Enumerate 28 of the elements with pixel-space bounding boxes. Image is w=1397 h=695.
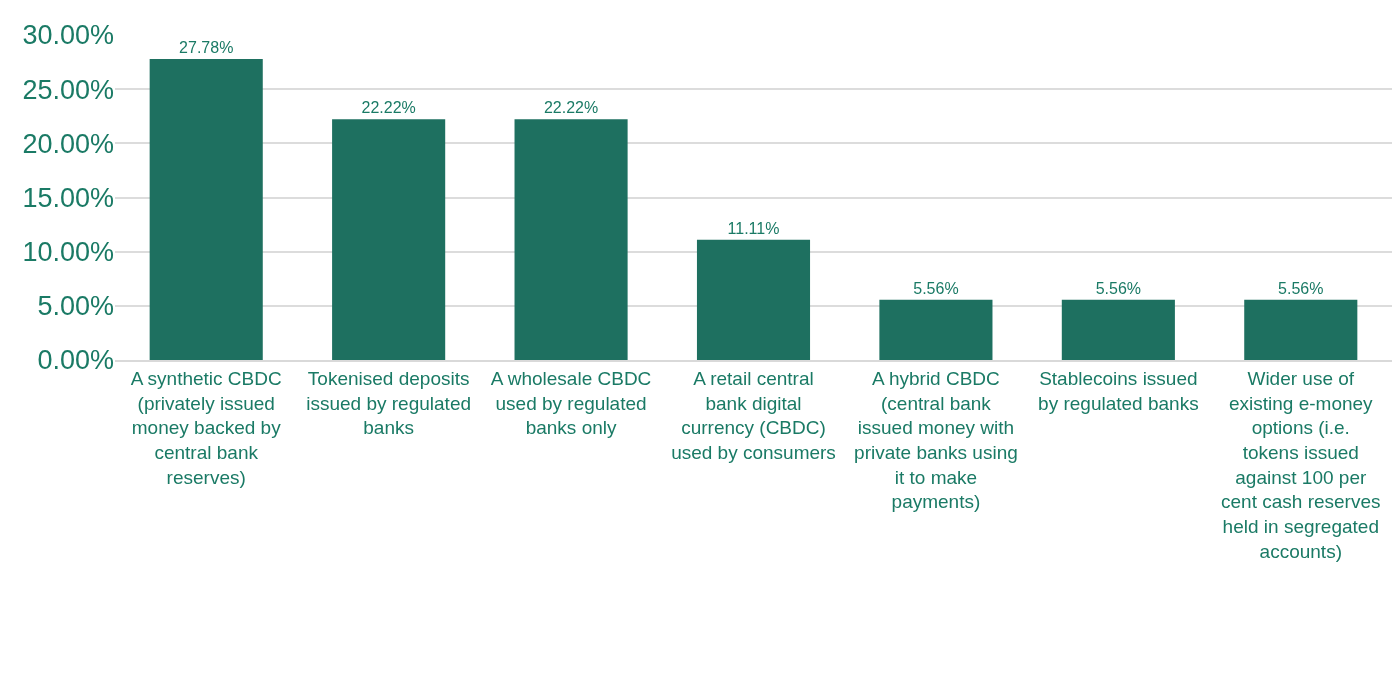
bar (879, 299, 993, 360)
x-tick-label: Tokenised deposits issued by regulated banks (306, 367, 472, 439)
x-tick-label: A retail central bank digital currency (CBDC) used by consumers (671, 367, 836, 463)
y-tick-label: 25.00% (22, 74, 114, 105)
bar (514, 119, 628, 360)
data-label: 5.56% (913, 279, 959, 297)
x-tick-label: A wholesale CBDC used by regulated banks only (490, 367, 652, 439)
data-label: 22.22% (361, 99, 416, 117)
bar (1244, 299, 1358, 360)
y-tick-label: 5.00% (37, 291, 114, 322)
x-tick-label: A synthetic CBDC (privately issued money backed by central bank reserves) (130, 367, 282, 488)
y-tick-label: 30.00% (22, 20, 114, 51)
x-tick-label: Wider use of existing e-money options (i.e. tokens issued against 100 per cent cash reserves held in segregated accounts) (1221, 367, 1381, 562)
bar (1061, 299, 1175, 360)
data-label: 5.56% (1095, 279, 1142, 297)
data-label: 27.78% (179, 39, 234, 57)
x-tick-label: Stablecoins issued by regulated banks (1038, 367, 1199, 414)
y-tick-label: 10.00% (22, 237, 114, 268)
y-tick-label: 0.00% (37, 345, 114, 376)
bar (696, 239, 811, 360)
bar (149, 59, 263, 360)
y-tick-label: 20.00% (22, 128, 114, 159)
x-tick-label: A hybrid CBDC (central bank issued money with private banks using it to make payments) (854, 367, 1018, 513)
data-label: 22.22% (543, 99, 599, 117)
bar (332, 119, 446, 360)
data-label: 11.11% (727, 219, 780, 237)
y-tick-label: 15.00% (22, 182, 114, 213)
data-label: 5.56% (1278, 279, 1324, 297)
